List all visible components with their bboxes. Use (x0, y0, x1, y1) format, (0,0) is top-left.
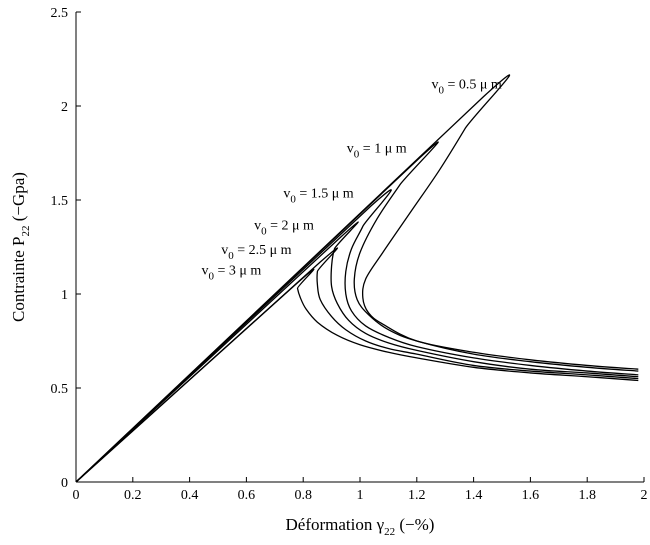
curve-label-5: v0 = 3 μ m (202, 264, 262, 283)
y-axis-title: Contrainte P22 (−Gpa) (9, 172, 32, 322)
curve-label-variable: v (347, 142, 354, 157)
x-tick-label: 1.8 (578, 488, 596, 503)
y-tick-label: 2 (61, 100, 68, 115)
curve-series-1 (75, 141, 639, 483)
y-axis-title-unit: (−Gpa) (9, 172, 28, 225)
x-tick-label: 1 (357, 488, 364, 503)
x-tick-label: 0.8 (294, 488, 312, 503)
curve-label-variable: v (283, 187, 290, 202)
plot-frame (75, 12, 644, 483)
x-tick-label: 0.6 (238, 488, 256, 503)
x-tick-label: 0 (73, 488, 80, 503)
curve-label-2: v0 = 1.5 μ m (283, 187, 353, 206)
x-tick-label: 1.2 (408, 488, 426, 503)
curves (75, 74, 639, 483)
curve-label-subscript: 0 (290, 194, 296, 206)
curve-label-subscript: 0 (228, 250, 234, 262)
curve-label-variable: v (202, 264, 209, 279)
curve-label-value: = 3 μ m (214, 264, 261, 279)
y-axis-title-subscript: 22 (20, 226, 32, 237)
curve-series-4 (75, 247, 639, 483)
curve-label-value: = 0.5 μ m (444, 78, 502, 93)
curve-label-variable: v (254, 219, 261, 234)
y-tick-label: 1.5 (51, 194, 69, 209)
y-tick-label: 0.5 (51, 382, 69, 397)
curve-label-value: = 2 μ m (267, 219, 314, 234)
curve-label-value: = 2.5 μ m (234, 243, 292, 258)
curve-label-value: = 1 μ m (359, 142, 406, 157)
curve-label-0: v0 = 0.5 μ m (432, 78, 502, 97)
curve-series-2 (75, 189, 639, 483)
x-tick-label: 1.4 (465, 488, 483, 503)
curve-label-variable: v (221, 243, 228, 258)
x-axis-title-main: Déformation γ (286, 515, 385, 534)
curve-label-subscript: 0 (354, 149, 360, 161)
curve-labels: v0 = 0.5 μ mv0 = 1 μ mv0 = 1.5 μ mv0 = 2… (202, 78, 502, 283)
curve-label-subscript: 0 (209, 271, 215, 283)
x-axis-title-subscript: 22 (384, 526, 395, 538)
y-tick-label: 2.5 (51, 6, 69, 21)
x-tick-label: 2 (641, 488, 648, 503)
curve-series-0 (75, 74, 639, 483)
curve-series-3 (75, 221, 639, 483)
x-tick-label: 0.2 (124, 488, 142, 503)
x-tick-label: 0.4 (181, 488, 199, 503)
y-tick-label: 0 (61, 476, 68, 491)
curve-label-subscript: 0 (439, 85, 445, 97)
y-tick-label: 1 (61, 288, 68, 303)
curve-label-subscript: 0 (261, 226, 267, 238)
curve-label-value: = 1.5 μ m (296, 187, 354, 202)
x-axis-title: Déformation γ22 (−%) (286, 515, 435, 538)
x-tick-label: 1.6 (522, 488, 540, 503)
curve-label-3: v0 = 2 μ m (254, 219, 314, 238)
curve-label-variable: v (432, 78, 439, 93)
curve-label-4: v0 = 2.5 μ m (221, 243, 291, 262)
curve-series-5 (75, 268, 639, 483)
curve-label-1: v0 = 1 μ m (347, 142, 407, 161)
x-axis-title-unit: (−%) (395, 515, 434, 534)
axis-ticks: 0 0.2 0.4 0.6 0.8 1 1.2 1.4 1.6 1.8 2 0 0.5 1 1.5 2 2.5 (51, 6, 648, 503)
y-axis-title-main: Contrainte P (9, 237, 28, 322)
